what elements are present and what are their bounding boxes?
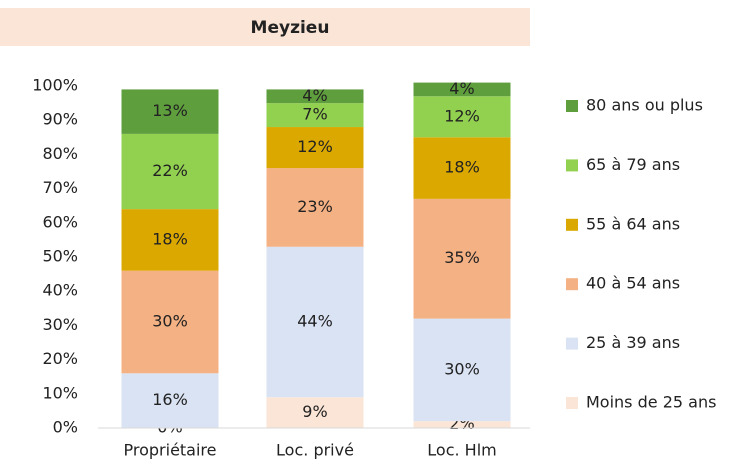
data-label: 16% [152,390,188,409]
y-tick-label: 100% [32,76,78,95]
data-label: 13% [152,101,188,120]
y-tick-label: 20% [42,349,78,368]
bar-segment [121,133,219,210]
legend-label: 55 à 64 ans [586,214,680,233]
legend-swatch [566,100,578,112]
data-label: 18% [152,229,188,248]
legend-swatch [566,337,578,350]
legend-swatch [566,218,578,231]
data-label: 4% [449,79,474,98]
y-tick-label: 50% [42,247,78,266]
data-label: 4% [302,86,327,105]
data-label: 23% [297,197,333,216]
data-label: 30% [444,359,480,378]
y-tick-label: 30% [42,315,78,334]
legend-swatch [566,159,578,172]
y-tick-label: 0% [53,418,78,437]
bar-segment [413,137,511,199]
legend-swatch [566,278,578,291]
x-tick-label: Loc. Hlm [427,441,496,460]
data-label: 44% [297,311,333,330]
bar-segment [121,373,219,428]
data-label: 18% [444,158,480,177]
bar-segment [266,103,364,128]
bar-segment [413,198,511,319]
y-tick-label: 90% [42,110,78,129]
data-label: 30% [152,311,188,330]
y-tick-label: 40% [42,281,78,300]
data-label: 22% [152,161,188,180]
legend-label: 65 à 79 ans [586,155,680,174]
chart-title: Meyzieu [251,18,330,38]
legend-label: 25 à 39 ans [586,333,680,352]
data-label: 9% [302,402,327,421]
y-tick-label: 60% [42,212,78,231]
x-tick-label: Loc. privé [276,441,354,460]
legend-label: Moins de 25 ans [586,393,716,412]
data-label: 12% [297,137,333,156]
data-label: 7% [302,105,327,124]
bar-segment [413,318,511,422]
bar-segment [121,270,219,374]
bar-segment [413,421,511,428]
legend-label: 40 à 54 ans [586,274,680,293]
bar-segment [266,397,364,428]
bar-segment [121,209,219,271]
x-tick-label: Propriétaire [124,441,217,460]
bar-segment [266,89,364,104]
bar-segment [266,246,364,398]
y-tick-label: 10% [42,383,78,402]
bar-segment [413,82,511,97]
y-tick-label: 70% [42,178,78,197]
legend-label: 80 ans ou plus [586,96,703,115]
data-label: 35% [444,248,480,267]
data-label: 12% [444,106,480,125]
bar-segment [266,127,364,169]
bar-segment [413,96,511,138]
bar-segment [266,168,364,247]
bar-segment [121,89,219,134]
y-tick-label: 80% [42,144,78,163]
legend-swatch [566,397,578,409]
title-band [0,8,530,46]
